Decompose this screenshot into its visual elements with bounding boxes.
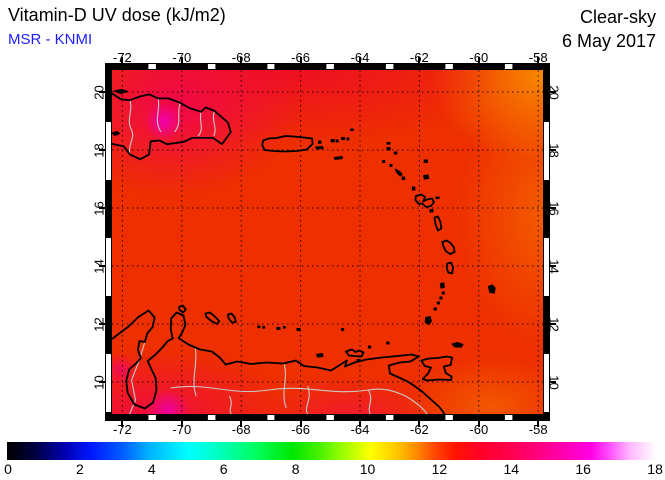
coastlines bbox=[112, 92, 456, 414]
lat-tick-right bbox=[550, 265, 556, 267]
map-overlay bbox=[112, 70, 543, 414]
coast-margarita bbox=[345, 348, 365, 358]
lat-tick-right bbox=[550, 381, 556, 383]
lat-tick-left bbox=[99, 265, 105, 267]
lon-tick-top bbox=[418, 57, 421, 63]
lon-label-bottom: -68 bbox=[231, 422, 251, 437]
colorbar-tick-label: 14 bbox=[503, 461, 520, 477]
coast-bonaire bbox=[227, 312, 237, 324]
coast-curacao bbox=[204, 311, 221, 325]
lon-tick-bottom bbox=[180, 421, 183, 427]
lat-tick-left bbox=[99, 323, 105, 325]
colorbar-tick-label: 4 bbox=[147, 461, 156, 477]
colorbar-tick-label: 2 bbox=[75, 461, 84, 477]
page-title: Vitamin-D UV dose (kJ/m2) bbox=[8, 5, 226, 25]
lat-tick-left bbox=[99, 381, 105, 383]
colorbar-tick-label: 8 bbox=[291, 461, 300, 477]
lon-tick-bottom bbox=[418, 421, 421, 427]
colorbar bbox=[7, 442, 656, 460]
colorbar-tick-label: 18 bbox=[647, 461, 663, 477]
lat-tick-left bbox=[99, 149, 105, 151]
coast-dominica bbox=[433, 215, 443, 232]
lat-tick-right bbox=[550, 207, 556, 209]
lon-tick-bottom bbox=[537, 421, 540, 427]
header-right: Clear-sky 6 May 2017 bbox=[562, 5, 656, 53]
lon-label-bottom: -64 bbox=[350, 422, 370, 437]
coast-guadeloupe bbox=[414, 193, 435, 208]
lon-label-bottom: -58 bbox=[528, 422, 548, 437]
lon-tick-bottom bbox=[477, 421, 480, 427]
lon-tick-top bbox=[121, 57, 124, 63]
lon-label-bottom: -60 bbox=[469, 422, 489, 437]
lat-tick-right bbox=[550, 323, 556, 325]
colorbar-tick-label: 16 bbox=[575, 461, 591, 477]
lon-tick-bottom bbox=[121, 421, 124, 427]
colorbar-tick-label: 10 bbox=[359, 461, 376, 477]
uv-dose-field bbox=[112, 70, 543, 414]
small-islands bbox=[112, 89, 496, 362]
lat-tick-left bbox=[99, 207, 105, 209]
lon-tick-bottom bbox=[299, 421, 302, 427]
lon-label-bottom: -62 bbox=[409, 422, 429, 437]
lat-tick-right bbox=[550, 149, 556, 151]
lon-label-bottom: -72 bbox=[112, 422, 132, 437]
coast-hispaniola bbox=[112, 92, 232, 161]
coast-aruba bbox=[178, 304, 187, 314]
lon-tick-top bbox=[477, 57, 480, 63]
gridlines bbox=[112, 70, 543, 414]
coast-south-america bbox=[112, 309, 446, 414]
lon-tick-top bbox=[180, 57, 183, 63]
coast-puerto-rico bbox=[261, 135, 314, 153]
lon-label-bottom: -70 bbox=[172, 422, 192, 437]
colorbar-tick-label: 0 bbox=[4, 461, 12, 477]
colorbar-tick-label: 6 bbox=[219, 461, 228, 477]
lon-tick-top bbox=[359, 57, 361, 63]
data-source-label: MSR - KNMI bbox=[8, 31, 93, 48]
lon-tick-top bbox=[240, 57, 243, 63]
date-label: 6 May 2017 bbox=[561, 31, 656, 51]
coast-st-lucia bbox=[445, 261, 454, 275]
coast-martinique bbox=[441, 239, 456, 255]
lon-label-bottom: -66 bbox=[291, 422, 310, 437]
lon-tick-top bbox=[299, 57, 302, 63]
colorbar-tick-label: 12 bbox=[431, 461, 448, 477]
coast-trinidad bbox=[420, 355, 453, 382]
borders-rivers bbox=[128, 98, 428, 414]
lon-tick-bottom bbox=[359, 421, 361, 427]
lat-tick-right bbox=[550, 91, 556, 93]
map-area bbox=[111, 69, 544, 415]
lat-tick-left bbox=[99, 91, 105, 93]
lon-tick-top bbox=[537, 57, 540, 63]
sky-condition-label: Clear-sky bbox=[579, 7, 656, 27]
lon-tick-bottom bbox=[240, 421, 243, 427]
